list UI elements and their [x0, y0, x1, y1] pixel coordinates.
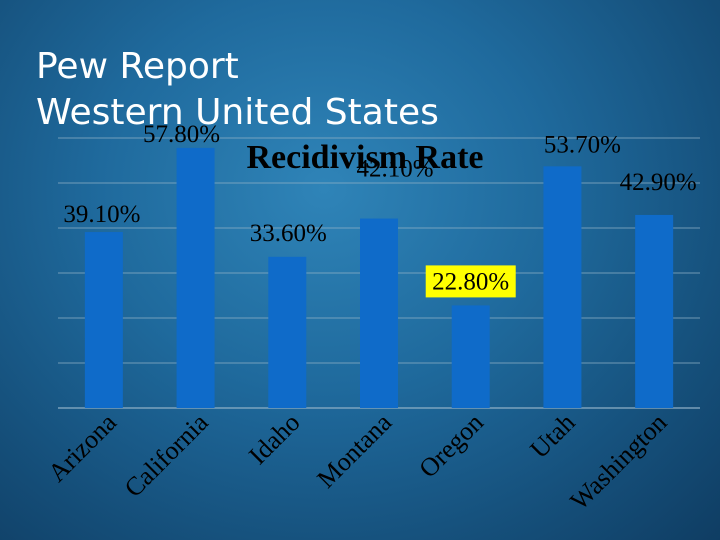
data-label-idaho: 33.60%	[250, 220, 327, 247]
data-label-utah: 53.70%	[544, 131, 621, 158]
category-label-oregon: Oregon	[413, 408, 489, 484]
bars	[85, 148, 673, 408]
category-label-washington: Washington	[564, 408, 672, 516]
bar-montana	[360, 219, 398, 408]
category-label-arizona: Arizona	[42, 407, 122, 487]
category-label-montana: Montana	[311, 407, 397, 493]
bar-arizona	[85, 232, 123, 408]
bar-utah	[543, 166, 581, 408]
bar-oregon	[452, 305, 490, 408]
bar-california	[177, 148, 215, 408]
data-label-oregon: 22.80%	[432, 268, 509, 295]
data-label-arizona: 39.10%	[63, 201, 140, 228]
data-label-california: 57.80%	[143, 121, 220, 148]
chart-title: Recidivism Rate	[246, 139, 483, 176]
data-label-washington: 42.90%	[620, 169, 697, 196]
bar-washington	[635, 215, 673, 408]
category-label-utah: Utah	[524, 408, 580, 464]
category-label-idaho: Idaho	[243, 408, 305, 470]
category-label-california: California	[119, 407, 214, 502]
bar-idaho	[268, 257, 306, 408]
